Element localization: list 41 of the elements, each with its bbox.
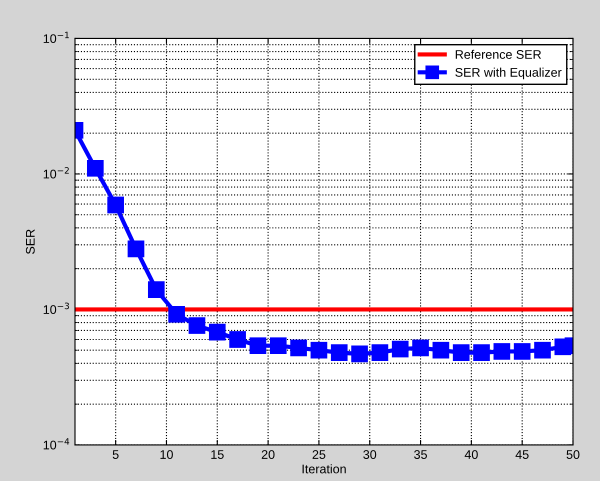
point (432, 342, 450, 359)
y-tick-label: 10$^{−3}$ (44, 302, 69, 314)
legend-label: Reference SER (456, 50, 542, 59)
point (310, 342, 328, 359)
point (107, 196, 124, 214)
point (188, 317, 206, 334)
x-tick-label: 15 (211, 450, 224, 459)
x-tick-label: 30 (363, 450, 376, 459)
x-tick-label: 45 (516, 450, 529, 459)
point (270, 337, 287, 354)
point (514, 343, 531, 360)
point (208, 324, 226, 340)
point (412, 340, 429, 356)
point (290, 340, 307, 356)
x-tick-label: 5 (112, 450, 119, 459)
point (392, 340, 409, 358)
point (534, 342, 551, 359)
point (372, 344, 388, 361)
y-axis-title: SER (26, 229, 35, 254)
point (473, 344, 490, 361)
y-tick-label: 10$^{−2}$ (44, 167, 69, 179)
x-tick-label: 25 (312, 450, 326, 459)
legend-label: SER with Equalizer (455, 68, 562, 80)
x-tick-label: 50 (566, 450, 580, 459)
point (229, 331, 246, 348)
x-tick-label: 10 (160, 450, 173, 459)
point (148, 281, 165, 298)
point (128, 240, 144, 258)
point (351, 346, 368, 362)
y-tick-label: 10$^{−4}$ (44, 438, 70, 450)
point (494, 343, 510, 360)
x-tick-label: 20 (262, 450, 275, 459)
point (250, 337, 266, 354)
point (168, 306, 185, 323)
x-tick-label: 35 (414, 450, 427, 459)
point (86, 160, 104, 177)
point (330, 344, 348, 361)
y-tick-label: 10$^{−1}$ (44, 32, 69, 44)
x-tick-label: 40 (464, 450, 478, 459)
point (452, 344, 470, 361)
x-axis-title: Iteration (302, 464, 346, 474)
